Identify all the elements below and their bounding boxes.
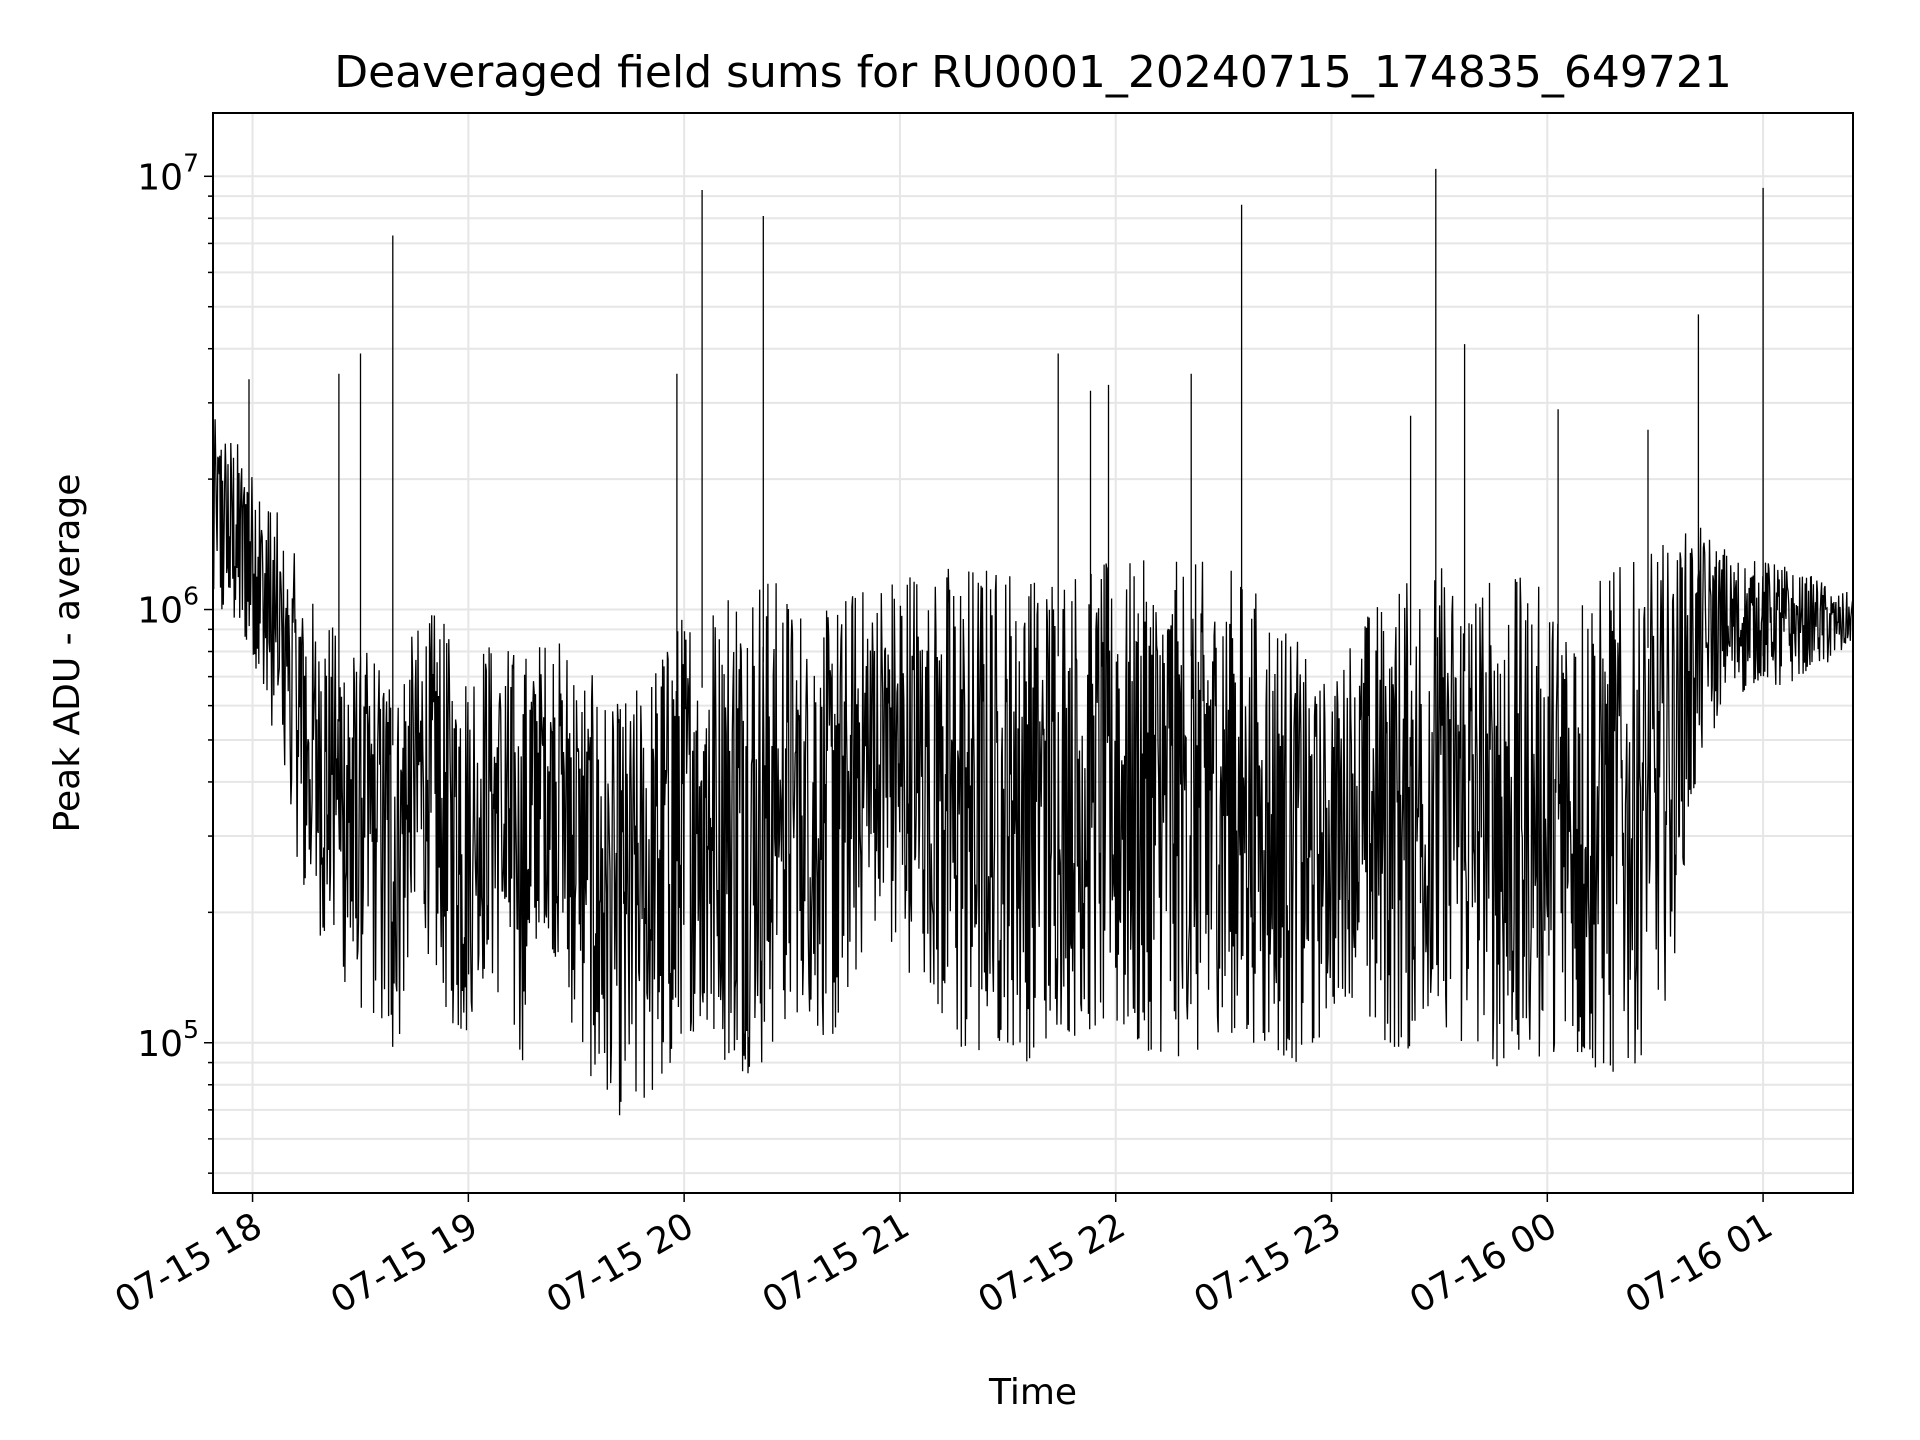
y-axis-label: Peak ADU - average bbox=[47, 474, 88, 833]
axes-frame bbox=[212, 112, 1854, 1194]
y-tick-label-base: 10 bbox=[137, 1024, 183, 1065]
y-tick-label-base: 10 bbox=[137, 591, 183, 632]
y-tick-label: 105 bbox=[137, 1015, 199, 1065]
y-tick-label-exponent: 7 bbox=[183, 148, 199, 177]
y-tick-label: 107 bbox=[137, 148, 199, 198]
plot-area bbox=[212, 168, 1854, 1116]
x-axis-label: Time bbox=[988, 1372, 1077, 1413]
y-tick-label: 106 bbox=[137, 582, 199, 632]
chart-title: Deaveraged field sums for RU0001_2024071… bbox=[334, 47, 1732, 98]
y-tick-label-exponent: 5 bbox=[183, 1015, 199, 1044]
series-line bbox=[212, 168, 1854, 1116]
y-tick-label-exponent: 6 bbox=[183, 582, 199, 611]
y-tick-label-base: 10 bbox=[137, 157, 183, 198]
